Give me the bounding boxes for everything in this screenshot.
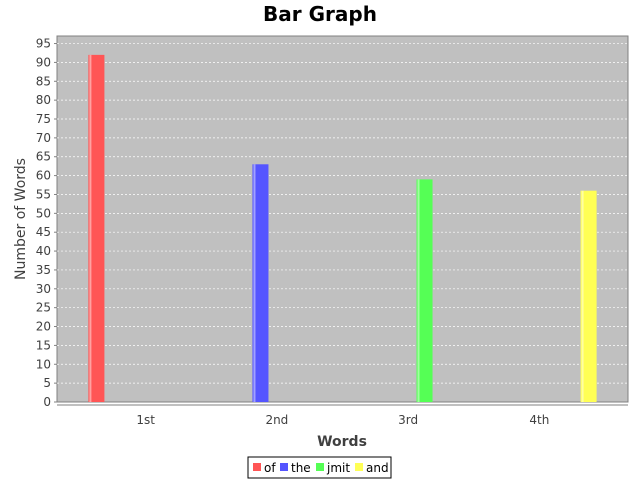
y-tick-label: 90	[36, 55, 51, 69]
y-axis-label: Number of Words	[13, 158, 29, 280]
x-axis: 1st 2nd 3rd 4th	[57, 404, 628, 427]
legend-label-of: of	[264, 461, 276, 475]
bar-highlight	[253, 164, 256, 402]
y-tick-label: 0	[43, 395, 51, 409]
x-tick-label: 4th	[529, 413, 549, 427]
y-tick-label: 15	[36, 338, 51, 352]
x-tick-label: 3rd	[398, 413, 418, 427]
plot-area	[56, 35, 629, 403]
legend: of the jmit and	[247, 456, 392, 479]
y-tick-label: 70	[36, 131, 51, 145]
y-tick-label: 60	[36, 169, 51, 183]
y-tick-label: 20	[36, 320, 51, 334]
legend-label-and: and	[366, 461, 389, 475]
x-tick-label: 1st	[136, 413, 155, 427]
y-axis: 0 5 10 15 20 25 30 35 40 45 50 55 60 65 70 75 80 85 90 95	[36, 37, 57, 409]
bar-highlight	[417, 179, 420, 402]
bar-of	[88, 54, 105, 403]
chart-title: Bar Graph	[263, 2, 377, 26]
bar-the	[252, 164, 269, 402]
gridlines	[57, 43, 628, 384]
y-tick-label: 80	[36, 93, 51, 107]
y-tick-label: 55	[36, 187, 51, 201]
y-tick-label: 30	[36, 282, 51, 296]
bar-highlight	[89, 54, 92, 403]
legend-swatch-of	[253, 463, 261, 471]
bars	[88, 54, 597, 403]
bar-highlight	[581, 190, 584, 402]
y-tick-label: 95	[36, 37, 51, 51]
y-tick-label: 35	[36, 263, 51, 277]
legend-label-the: the	[291, 461, 311, 475]
y-tick-label: 85	[36, 74, 51, 88]
bar-jmit	[416, 179, 433, 402]
x-axis-label: Words	[317, 434, 367, 450]
y-tick-label: 65	[36, 150, 51, 164]
y-tick-label: 75	[36, 112, 51, 126]
y-tick-label: 25	[36, 301, 51, 315]
y-tick-label: 10	[36, 357, 51, 371]
y-tick-label: 50	[36, 206, 51, 220]
legend-swatch-and	[355, 463, 363, 471]
legend-swatch-the	[280, 463, 288, 471]
bar-and	[580, 190, 597, 402]
legend-label-jmit: jmit	[326, 461, 350, 475]
y-tick-label: 40	[36, 244, 51, 258]
y-tick-label: 5	[43, 376, 51, 390]
legend-swatch-jmit	[316, 463, 324, 471]
y-tick-label: 45	[36, 225, 51, 239]
x-tick-label: 2nd	[265, 413, 288, 427]
